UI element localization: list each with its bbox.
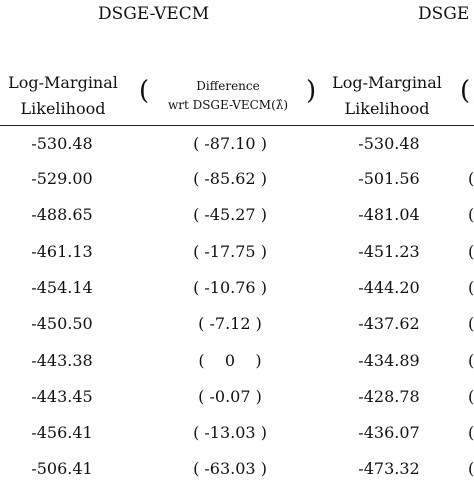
cell-log-marginal: -529.00 <box>31 169 93 188</box>
cell-difference-2-cut: ( <box>468 241 474 261</box>
cell-log-marginal: -450.50 <box>31 314 93 334</box>
cell-difference-2-cut: ( <box>468 423 474 443</box>
cell-difference-2-cut: ( <box>468 277 474 297</box>
cell-log-marginal-2: -501.56 <box>358 169 420 188</box>
cell-log-marginal: -443.38 <box>31 350 93 370</box>
table-row: -461.13 ( -17.75 ) -451.23 ( <box>0 234 474 270</box>
cell-difference: ( -0.07 ) <box>198 386 262 406</box>
table-row: -529.00 ( -85.62 ) -501.56 ( <box>0 161 474 197</box>
cell-log-marginal-2: -434.89 <box>358 350 420 370</box>
cell-difference-2-cut: ( <box>468 350 474 370</box>
cell-log-marginal-2: -473.32 <box>358 459 420 479</box>
cell-difference: ( -87.10 ) <box>193 134 267 153</box>
header-line-1 <box>468 77 474 96</box>
cell-log-marginal: -530.48 <box>31 134 93 153</box>
header-log-marginal-likelihood-2: Log-Marginal Likelihood <box>322 70 452 122</box>
left-paren: ( <box>139 76 150 106</box>
cell-difference-2-cut: ( <box>468 314 474 334</box>
cell-log-marginal: -461.13 <box>31 241 93 261</box>
cell-difference: ( -45.27 ) <box>193 205 267 225</box>
header-line-2: v <box>468 96 474 115</box>
right-paren: ) <box>306 76 317 106</box>
header-rule <box>0 125 474 126</box>
header-line-1: Difference <box>196 79 260 93</box>
left-paren-2: ( <box>460 76 471 106</box>
cell-log-marginal: -506.41 <box>31 459 93 479</box>
group-title-dsge-vecm: DSGE-VECM <box>98 4 210 24</box>
table-row: -443.38 ( 0 ) -434.89 ( <box>0 343 474 379</box>
cell-log-marginal-2: -437.62 <box>358 314 420 334</box>
cell-log-marginal: -488.65 <box>31 205 93 225</box>
cell-difference: ( -85.62 ) <box>193 169 267 188</box>
table-row: -454.14 ( -10.76 ) -444.20 ( <box>0 270 474 306</box>
table-row: -443.45 ( -0.07 ) -428.78 ( <box>0 379 474 415</box>
cell-difference: ( 0 ) <box>198 350 262 370</box>
cell-log-marginal-2: -428.78 <box>358 386 420 406</box>
cell-log-marginal: -443.45 <box>31 386 93 406</box>
header-difference: Difference wrt DSGE-VECM(λ̂) <box>146 77 310 115</box>
cell-difference: ( -10.76 ) <box>193 277 267 297</box>
group-title-dsge: DSGE <box>418 4 470 24</box>
cell-difference: ( -17.75 ) <box>193 241 267 261</box>
cell-log-marginal-2: -444.20 <box>358 277 420 297</box>
header-line-2: wrt DSGE-VECM(λ̂) <box>167 98 289 112</box>
header-line-1: Log-Marginal <box>332 73 442 92</box>
header-log-marginal-likelihood: Log-Marginal Likelihood <box>0 70 126 122</box>
cell-difference-2-cut: ( <box>468 169 474 188</box>
cell-difference: ( -13.03 ) <box>193 423 267 443</box>
header-line-1: Log-Marginal <box>8 73 118 92</box>
cell-difference: ( -63.03 ) <box>193 459 267 479</box>
cell-log-marginal-2: -530.48 <box>358 134 420 153</box>
cell-log-marginal-2: -436.07 <box>358 423 420 443</box>
cell-log-marginal: -456.41 <box>31 423 93 443</box>
table-row: -450.50 ( -7.12 ) -437.62 ( <box>0 306 474 342</box>
cell-difference: ( -7.12 ) <box>198 314 262 334</box>
cell-log-marginal: -454.14 <box>31 277 93 297</box>
table-row: -506.41 ( -63.03 ) -473.32 ( <box>0 451 474 487</box>
header-difference-2: v <box>468 77 474 115</box>
cell-difference-2-cut: ( <box>468 459 474 479</box>
table-row: -530.48 ( -87.10 ) -530.48 <box>0 126 474 162</box>
cell-difference-2-cut: ( <box>468 386 474 406</box>
table-row: -456.41 ( -13.03 ) -436.07 ( <box>0 415 474 451</box>
header-line-2: Likelihood <box>344 99 430 118</box>
cell-log-marginal-2: -481.04 <box>358 205 420 225</box>
cell-log-marginal-2: -451.23 <box>358 241 420 261</box>
cell-difference-2-cut: ( <box>468 205 474 225</box>
header-line-2: Likelihood <box>20 99 106 118</box>
table-row: -488.65 ( -45.27 ) -481.04 ( <box>0 197 474 233</box>
